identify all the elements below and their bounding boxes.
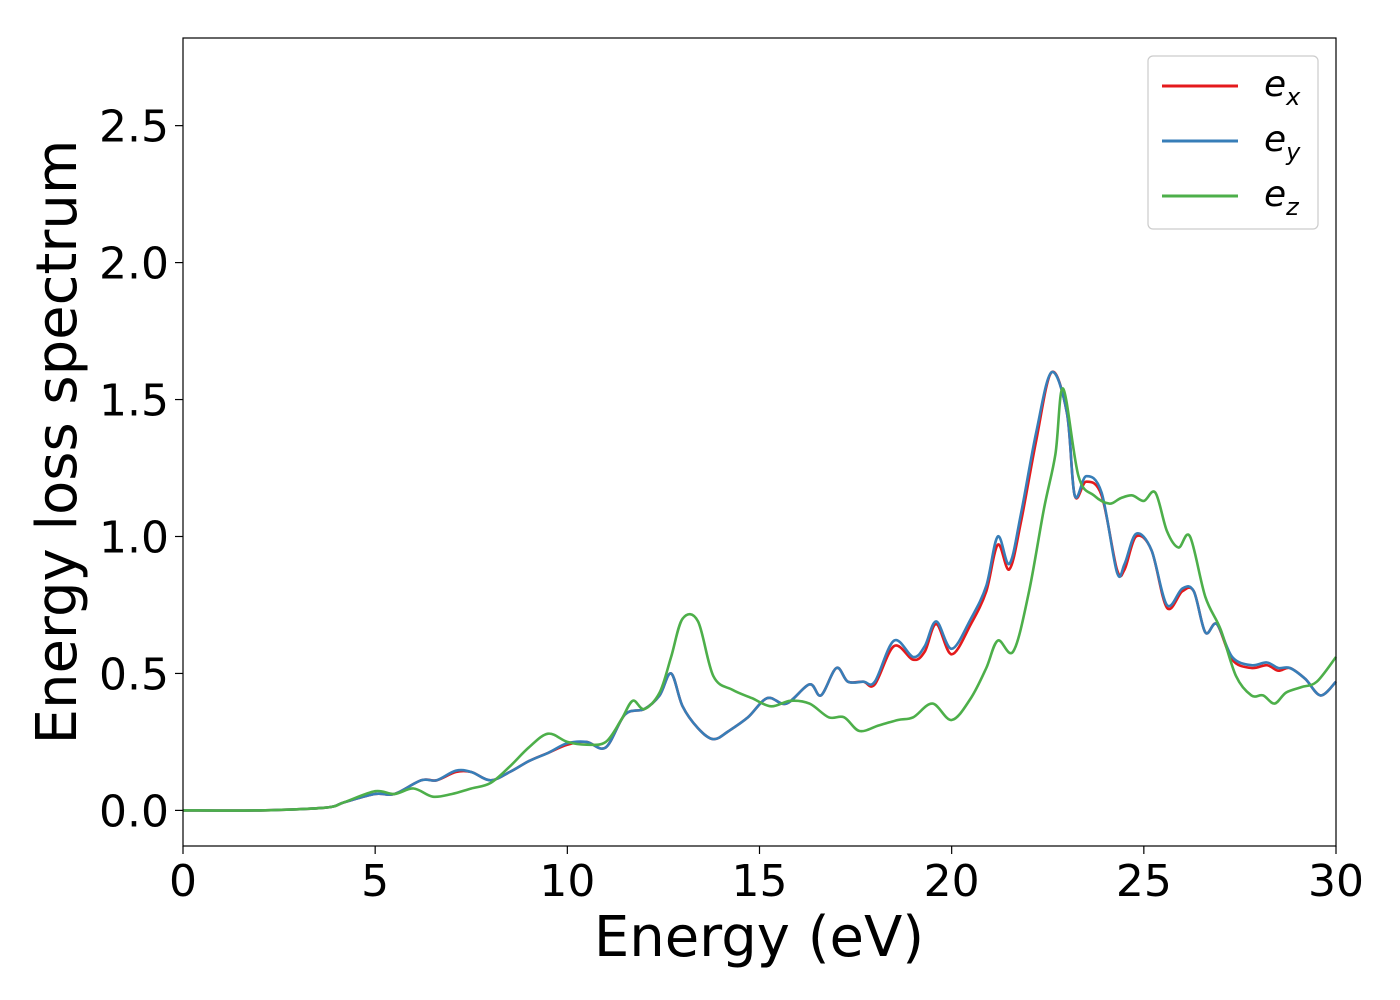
- x-tick-label: 30: [1308, 856, 1364, 907]
- series-line-z: [182, 387, 1338, 812]
- x-tick-label: 15: [732, 856, 788, 907]
- y-tick-label: 0.5: [99, 649, 169, 700]
- x-tick-label: 10: [539, 856, 595, 907]
- x-tick-label: 20: [924, 856, 980, 907]
- y-tick-label: 1.0: [99, 512, 169, 563]
- y-axis-title: Energy loss spectrum: [25, 140, 90, 745]
- x-axis-ticks: 0 5 10 15 20 25 30: [169, 846, 1364, 907]
- x-tick-label: 5: [361, 856, 389, 907]
- y-axis-ticks: 0.0 0.5 1.0 1.5 2.0 2.5: [99, 102, 183, 837]
- y-tick-label: 2.0: [99, 239, 169, 290]
- y-tick-label: 1.5: [99, 376, 169, 427]
- x-axis-title: Energy (eV): [594, 905, 924, 970]
- y-tick-label: 0.0: [99, 786, 169, 837]
- y-tick-label: 2.5: [99, 102, 169, 153]
- series-line-y: [182, 370, 1337, 812]
- x-tick-label: 0: [169, 856, 197, 907]
- series-lines: [182, 370, 1338, 812]
- x-tick-label: 25: [1116, 856, 1172, 907]
